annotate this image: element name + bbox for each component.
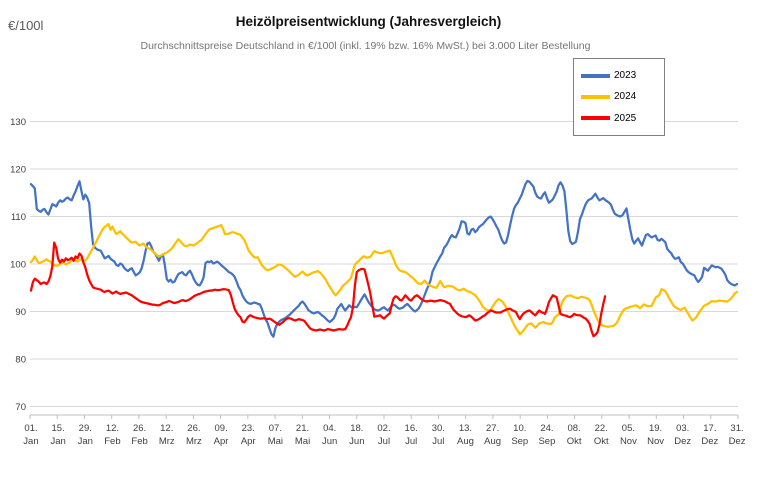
x-axis-label-month: Jul <box>378 436 390 447</box>
legend-entry-2025: 2025 <box>574 108 664 128</box>
legend-swatch-2025 <box>581 116 610 121</box>
x-axis-label-month: Jul <box>405 436 417 447</box>
x-axis-label-month: Apr <box>241 436 256 447</box>
x-axis-label-day: 08. <box>567 423 580 434</box>
legend-swatch-2023 <box>581 73 610 78</box>
x-axis-label-day: 23. <box>242 423 255 434</box>
x-axis-label-month: Feb <box>104 436 120 447</box>
x-axis-label-day: 02. <box>377 423 390 434</box>
legend-label-2024: 2024 <box>614 91 637 103</box>
chart-title: Heizölpreisentwicklung (Jahresvergleich) <box>235 14 502 29</box>
x-axis-label-month: Jul <box>432 436 444 447</box>
legend-swatch-2024 <box>581 94 610 99</box>
x-axis-label-day: 26. <box>187 423 200 434</box>
x-axis-label-day: 24. <box>540 423 553 434</box>
x-axis-label-day: 07. <box>269 423 282 434</box>
legend-label-2023: 2023 <box>614 70 637 82</box>
x-axis-label-month: Jun <box>322 436 337 447</box>
x-axis-label-month: Jan <box>50 436 65 447</box>
x-axis-label-day: 22. <box>595 423 608 434</box>
y-axis-label-120: 120 <box>10 165 26 176</box>
x-axis-label-day: 21. <box>296 423 309 434</box>
x-axis-label-month: Mai <box>268 436 283 447</box>
legend-entry-2024: 2024 <box>574 87 664 107</box>
x-axis-label-day: 27. <box>486 423 499 434</box>
x-axis-label-month: Jun <box>349 436 364 447</box>
x-axis-label-day: 30. <box>432 423 445 434</box>
x-axis-label-month: Aug <box>484 436 501 447</box>
series-line-2023 <box>29 179 739 338</box>
y-axis-label-90: 90 <box>15 307 26 318</box>
x-axis-label-month: Nov <box>647 436 664 447</box>
x-axis-label-day: 13. <box>459 423 472 434</box>
x-axis-label-month: Jan <box>78 436 93 447</box>
y-axis-label-80: 80 <box>15 355 26 366</box>
x-axis-label-day: 15. <box>52 423 65 434</box>
x-axis-label-day: 18. <box>350 423 363 434</box>
y-axis-label-100: 100 <box>10 260 26 271</box>
legend: 2023 2024 2025 <box>573 58 665 136</box>
y-axis-label-110: 110 <box>11 212 26 223</box>
x-axis-label-day: 17. <box>703 423 716 434</box>
x-axis-label-day: 31. <box>730 423 743 434</box>
x-axis-label-month: Mai <box>295 436 310 447</box>
x-axis-label-day: 10. <box>513 423 526 434</box>
x-axis-label-month: Mrz <box>159 436 175 447</box>
x-axis-label-day: 12. <box>106 423 119 434</box>
x-axis-label-month: Dez <box>701 436 718 447</box>
legend-label-2025: 2025 <box>614 112 637 124</box>
x-axis-label-month: Dez <box>729 436 746 447</box>
x-axis-label-day: 29. <box>79 423 92 434</box>
y-axis-label-130: 130 <box>10 117 26 128</box>
x-axis-label-month: Sep <box>538 436 555 447</box>
x-axis-label-day: 19. <box>649 423 662 434</box>
x-axis-label-month: Sep <box>511 436 528 447</box>
chart-subtitle: Durchschnittspreise Deutschland in €/100… <box>140 40 591 52</box>
x-axis-label-day: 01. <box>24 423 37 434</box>
legend-entry-2023: 2023 <box>574 66 664 86</box>
series-line-2024 <box>29 222 739 336</box>
x-axis-label-month: Dez <box>674 436 691 447</box>
x-axis-label-month: Feb <box>131 436 147 447</box>
x-axis-label-month: Okt <box>567 436 582 447</box>
y-axis-unit-label: €/100l <box>8 18 44 33</box>
x-axis-label-day: 26. <box>133 423 146 434</box>
x-axis-label-month: Nov <box>620 436 637 447</box>
x-axis-label-day: 12. <box>160 423 173 434</box>
y-axis-label-70: 70 <box>15 402 26 413</box>
x-axis-label-day: 05. <box>622 423 635 434</box>
x-axis-label-month: Okt <box>594 436 609 447</box>
x-axis-label-day: 16. <box>405 423 418 434</box>
x-axis-label-day: 09. <box>214 423 227 434</box>
x-axis-label-month: Mrz <box>186 436 202 447</box>
x-axis-label-month: Jan <box>23 436 38 447</box>
x-axis-label-day: 04. <box>323 423 336 434</box>
x-axis-label-month: Apr <box>214 436 229 447</box>
x-axis-label-day: 03. <box>676 423 689 434</box>
series-line-2025 <box>29 241 607 338</box>
x-axis-label-month: Aug <box>457 436 474 447</box>
